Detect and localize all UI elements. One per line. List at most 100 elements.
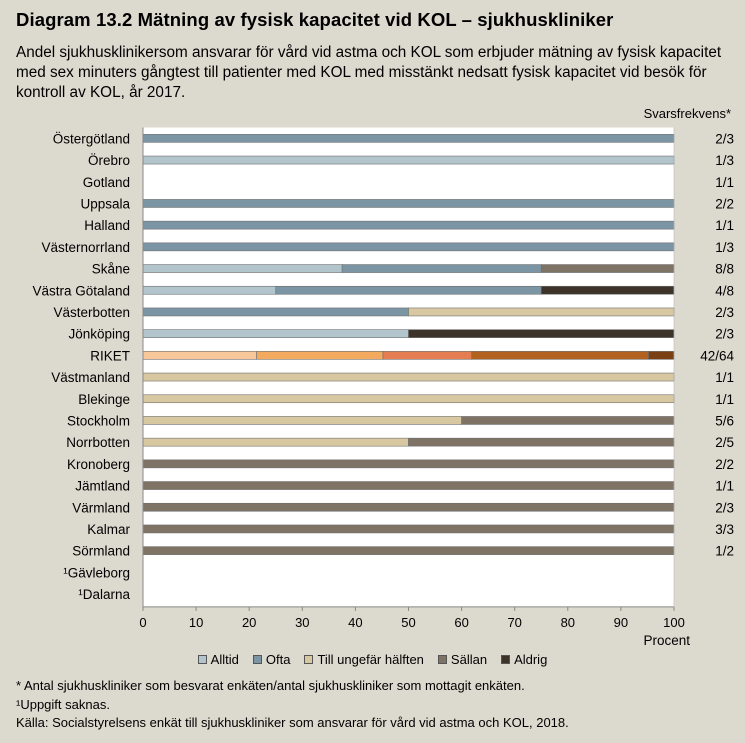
category-label: Blekinge <box>78 392 130 407</box>
footnotes: * Antal sjukhuskliniker som besvarat enk… <box>16 677 569 733</box>
response-rate-label: 1/3 <box>715 240 734 255</box>
bar-segment <box>382 351 472 360</box>
bar-segment <box>142 134 675 143</box>
legend-label: Alltid <box>210 652 239 667</box>
bar-segment <box>142 264 343 273</box>
bar-segment <box>408 437 675 447</box>
response-rate-header: Svarsfrekvens* <box>643 106 731 121</box>
category-label: Jämtland <box>75 479 130 494</box>
category-label: Halland <box>84 218 130 233</box>
x-tick-label: 20 <box>242 615 256 630</box>
legend-swatch <box>197 655 207 664</box>
category-label: Stockholm <box>67 413 130 428</box>
footnote-missing-data: ¹Uppgift saknas. <box>16 696 110 712</box>
category-label: Jönköping <box>68 327 130 342</box>
bar-segment <box>408 329 675 338</box>
response-rate-label: 3/3 <box>715 522 734 537</box>
x-tick-label: 70 <box>507 615 521 630</box>
category-label: Skåne <box>92 262 130 277</box>
response-rate-label: 1/1 <box>715 479 734 494</box>
response-rate-label: 1/2 <box>715 544 734 559</box>
bar-segment <box>540 264 675 273</box>
x-tick-label: 0 <box>139 615 146 630</box>
chart-title: Diagram 13.2 Mätning av fysisk kapacitet… <box>16 9 614 30</box>
bar-segment <box>142 394 675 404</box>
category-label: Västmanland <box>51 370 130 385</box>
category-label: Västernorrland <box>41 240 130 255</box>
category-label: Kronoberg <box>67 457 130 472</box>
bar-segment <box>461 416 675 425</box>
category-label: ¹Gävleborg <box>63 565 130 580</box>
response-rate-label: 4/8 <box>715 283 734 298</box>
bar-segment <box>648 351 675 360</box>
category-label: Uppsala <box>80 196 130 211</box>
bar-segment <box>540 285 675 295</box>
category-label: Östergötland <box>53 131 130 146</box>
legend-label: Ofta <box>265 652 291 667</box>
bar-segment <box>142 242 675 252</box>
x-tick-label: 10 <box>189 615 203 630</box>
footnote-source: Källa: Socialstyrelsens enkät till sjukh… <box>16 715 569 730</box>
response-rate-label: 2/5 <box>715 435 734 450</box>
category-label: Norrbotten <box>66 435 130 450</box>
bar-segment <box>142 372 675 382</box>
response-rate-label: 1/3 <box>715 153 734 168</box>
category-label: Västra Götaland <box>32 283 130 298</box>
legend-item-ofta: Ofta <box>252 652 291 667</box>
x-tick-label: 30 <box>295 615 309 630</box>
bar-segment <box>142 459 675 469</box>
response-rate-label: 2/3 <box>715 131 734 146</box>
bar-segment <box>142 329 409 338</box>
legend-item-aldrig: Aldrig <box>501 652 547 667</box>
x-axis-title: Procent <box>643 633 690 648</box>
bar-segment <box>142 437 409 447</box>
bar-segment <box>275 285 542 295</box>
category-label: Örebro <box>88 153 130 168</box>
response-rate-label: 2/3 <box>715 305 734 320</box>
response-rate-label: 1/1 <box>715 392 734 407</box>
legend-swatch <box>501 655 511 664</box>
bar-segment <box>471 351 649 360</box>
bar-segment <box>142 307 409 317</box>
footnote-response-rate: * Antal sjukhuskliniker som besvarat enk… <box>16 678 525 693</box>
response-rate-label: 42/64 <box>700 348 734 363</box>
category-label: RIKET <box>90 348 130 363</box>
chart-subtitle: Andel sjukhusklinikersom ansvarar för vå… <box>16 44 722 101</box>
x-tick-label: 100 <box>663 615 685 630</box>
x-tick-label: 60 <box>454 615 468 630</box>
response-rate-label: 2/2 <box>715 196 734 211</box>
bar-segment <box>256 351 384 360</box>
legend-swatch <box>252 655 262 664</box>
x-tick-label: 90 <box>614 615 628 630</box>
x-tick-label: 50 <box>401 615 415 630</box>
category-label: ¹Dalarna <box>78 587 130 602</box>
category-label: Gotland <box>83 175 130 190</box>
bar-segment <box>142 351 257 360</box>
bar-segment <box>408 307 675 317</box>
bar-segment <box>142 220 675 230</box>
bar-segment <box>142 285 277 295</box>
x-tick-label: 80 <box>561 615 575 630</box>
legend-swatch <box>437 655 447 664</box>
bar-segment <box>142 416 462 425</box>
legend-label: Aldrig <box>514 652 548 667</box>
legend-item-alltid: Alltid <box>197 652 239 667</box>
response-rate-label: 1/1 <box>715 218 734 233</box>
legend-label: Sällan <box>450 652 488 667</box>
bar-segment <box>341 264 542 273</box>
response-rate-label: 8/8 <box>715 262 734 277</box>
bar-segment <box>142 481 675 490</box>
x-tick-label: 40 <box>348 615 362 630</box>
bar-segment <box>142 199 675 208</box>
category-label: Sörmland <box>72 544 130 559</box>
category-label: Kalmar <box>87 522 130 537</box>
legend-label: Till ungefär hälften <box>317 652 424 667</box>
bar-segment <box>142 524 675 534</box>
response-rate-label: 5/6 <box>715 413 734 428</box>
legend-item-sallan: Sällan <box>437 652 488 667</box>
response-rate-label: 2/3 <box>715 327 734 342</box>
response-rate-label: 1/1 <box>715 175 734 190</box>
stacked-bar-chart: Östergötland 2/3 Örebro 1/3 Gotland 1/1 Uppsal… <box>32 127 734 648</box>
category-label: Västerbotten <box>53 305 130 320</box>
bar-segment <box>142 155 675 165</box>
